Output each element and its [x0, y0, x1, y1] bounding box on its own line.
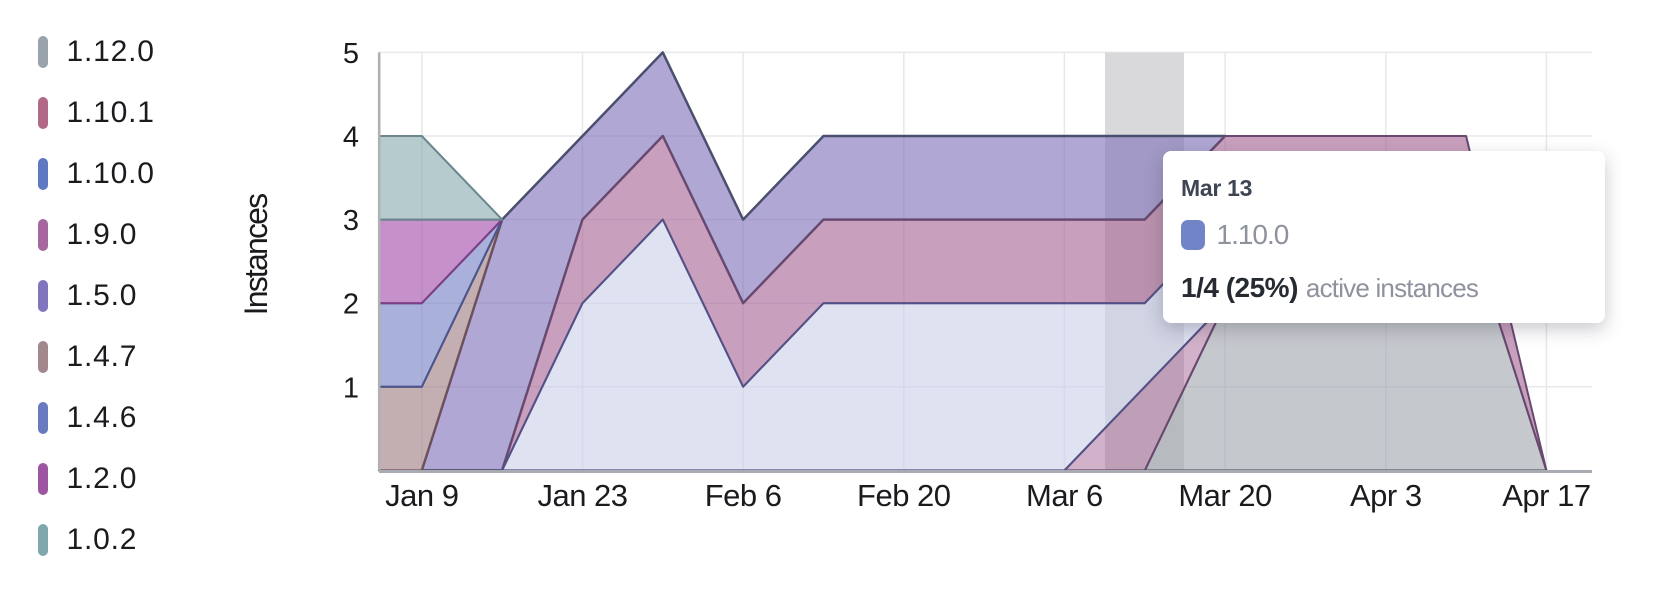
- svg-text:Jan 23: Jan 23: [537, 478, 627, 513]
- svg-text:Mar 20: Mar 20: [1178, 478, 1272, 513]
- svg-text:3: 3: [343, 205, 359, 237]
- svg-text:Apr 3: Apr 3: [1350, 478, 1422, 513]
- svg-text:Instances: Instances: [238, 194, 274, 316]
- svg-text:Jan 9: Jan 9: [385, 478, 458, 513]
- svg-text:4: 4: [343, 122, 359, 154]
- svg-text:Mar 6: Mar 6: [1026, 478, 1103, 513]
- svg-text:1: 1: [343, 372, 359, 404]
- svg-text:Apr 17: Apr 17: [1502, 478, 1590, 513]
- svg-text:Feb 6: Feb 6: [705, 478, 782, 513]
- svg-text:Feb 20: Feb 20: [857, 478, 951, 513]
- svg-text:2: 2: [343, 289, 359, 321]
- svg-text:5: 5: [343, 38, 359, 70]
